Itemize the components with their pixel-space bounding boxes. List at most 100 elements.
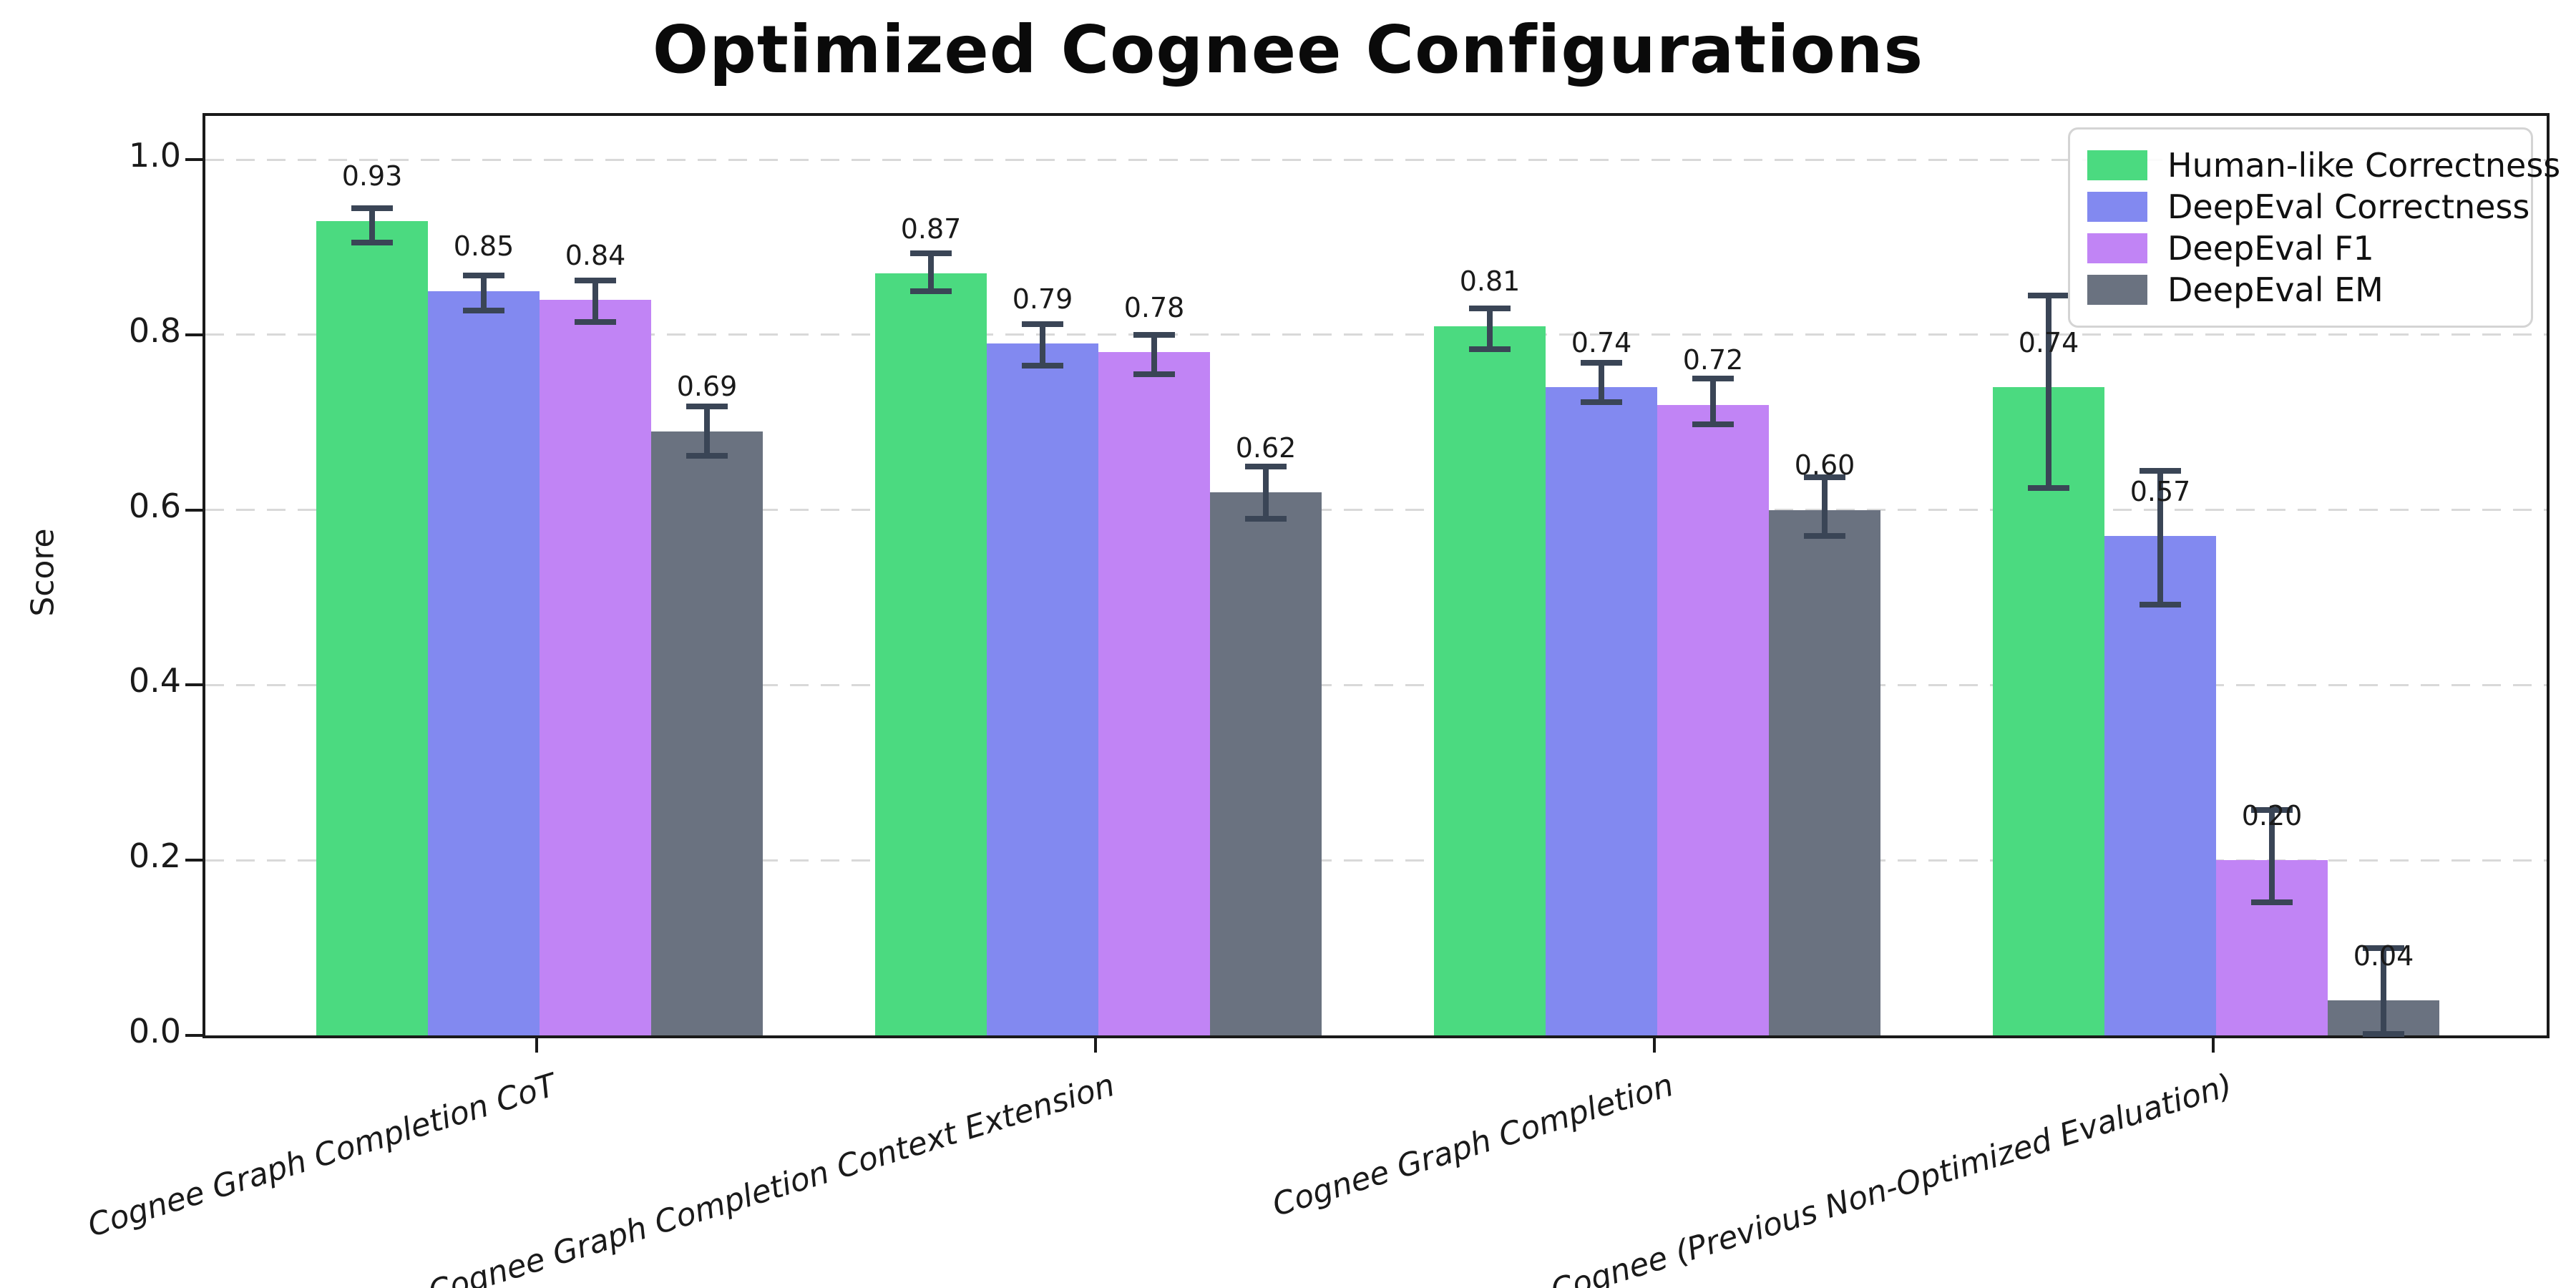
legend-label: DeepEval F1 (2167, 229, 2374, 268)
y-tick-mark-0.4 (185, 683, 203, 687)
y-tick-label-0.6: 0.6 (128, 486, 181, 525)
error-bar-line (2269, 810, 2275, 902)
bar-human-like-correctness-group-2 (875, 273, 987, 1035)
error-bar-cap-top (1692, 376, 1734, 382)
legend-label: Human-like Correctness (2167, 146, 2561, 185)
error-bar-line (369, 208, 375, 243)
legend-swatch (2087, 233, 2147, 263)
error-bar-cap-top (910, 250, 952, 257)
error-bar-cap-top (351, 205, 393, 211)
error-bar-cap-bottom (1022, 362, 1063, 369)
bar-value-label: 0.74 (2018, 327, 2079, 358)
bar-deepeval-f1-group-3 (1657, 404, 1769, 1035)
bar-value-label: 0.60 (1794, 449, 1855, 482)
y-tick-label-0.0: 0.0 (128, 1012, 181, 1050)
error-bar-cap-bottom (2028, 485, 2069, 492)
bar-layer (205, 116, 2547, 1035)
legend-item-deepeval-f1: DeepEval F1 (2087, 229, 2514, 268)
gridline-1.0 (205, 158, 2547, 161)
x-tick-label-1: Cognee Graph Completion CoT (83, 1067, 560, 1244)
error-bar-cap-bottom (575, 318, 616, 325)
bar-deepeval-correctness-group-4 (2104, 536, 2216, 1035)
bar-value-label: 0.74 (1571, 327, 1632, 358)
bar-deepeval-correctness-group-2 (987, 343, 1098, 1035)
error-bar-cap-bottom (463, 307, 504, 313)
bar-value-label: 0.69 (676, 371, 738, 403)
error-bar-line (592, 280, 598, 322)
legend-item-deepeval-correctness: DeepEval Correctness (2087, 187, 2529, 226)
legend-swatch (2087, 150, 2147, 180)
legend-item-human-like-correctness: Human-like Correctness (2087, 146, 2560, 185)
legend-item-deepeval-em: DeepEval EM (2087, 270, 2514, 309)
gridline-0.8 (205, 333, 2547, 336)
y-tick-mark-1.0 (185, 158, 203, 162)
bar-value-label: 0.04 (2353, 940, 2414, 972)
error-bar-cap-top (1804, 474, 1845, 481)
error-bar-line (2157, 470, 2163, 605)
error-bar-cap-top (2251, 807, 2293, 814)
error-bar-cap-bottom (1804, 533, 1845, 540)
error-bar-line (1151, 334, 1157, 375)
error-bar-cap-bottom (351, 240, 393, 246)
error-bar-cap-top (463, 272, 504, 278)
legend-label: DeepEval Correctness (2167, 187, 2530, 226)
y-tick-label-1.0: 1.0 (128, 136, 181, 175)
error-bar-line (1263, 466, 1269, 519)
error-bar-cap-bottom (2363, 1030, 2404, 1037)
legend-swatch (2087, 275, 2147, 305)
error-bar-cap-top (2140, 467, 2181, 474)
x-tick-mark-1 (535, 1035, 538, 1053)
value-label-layer: 0.93 0.85 0.84 0.69 0.87 0.79 0.78 0.62 0.81 0.74… (205, 116, 2547, 1035)
y-tick-mark-0.6 (185, 508, 203, 512)
legend: Human-like Correctness DeepEval Correctne… (2068, 127, 2560, 328)
error-bar-cap-bottom (1133, 371, 1175, 378)
gridline-0.6 (205, 509, 2547, 512)
error-bar-line (928, 253, 934, 291)
error-bar-cap-bottom (1581, 399, 1622, 406)
chart-title: Optimized Cognee Configurations (652, 11, 1924, 88)
error-bar-line (1040, 324, 1045, 366)
x-tick-mark-2 (1094, 1035, 1097, 1053)
bar-deepeval-em-group-3 (1769, 509, 1880, 1035)
y-tick-label-0.8: 0.8 (128, 311, 181, 350)
error-bar-cap-top (1581, 360, 1622, 366)
bar-value-label: 0.87 (900, 213, 962, 245)
bar-human-like-correctness-group-3 (1434, 326, 1546, 1035)
bar-value-label: 0.81 (1459, 265, 1521, 298)
bar-deepeval-correctness-group-3 (1546, 387, 1657, 1035)
error-bar-cap-bottom (910, 288, 952, 294)
x-tick-mark-3 (1653, 1035, 1656, 1053)
legend-swatch (2087, 192, 2147, 222)
y-tick-label-0.2: 0.2 (128, 836, 181, 876)
error-bar-cap-top (686, 404, 728, 410)
error-bar-cap-bottom (1469, 346, 1511, 352)
error-bar-cap-top (1022, 321, 1063, 328)
error-bar-cap-top (1245, 463, 1287, 469)
bar-value-label: 0.57 (2129, 476, 2191, 508)
bar-value-label: 0.78 (1123, 292, 1185, 324)
error-bar-cap-top (1133, 331, 1175, 338)
gridline-layer (205, 116, 2547, 1035)
y-tick-mark-0.8 (185, 333, 203, 336)
bar-value-label: 0.20 (2241, 799, 2303, 831)
error-bar-line (481, 275, 487, 311)
bar-human-like-correctness-group-1 (316, 220, 428, 1035)
bar-value-label: 0.79 (1012, 283, 1073, 315)
error-bar-cap-top (1469, 306, 1511, 312)
bar-deepeval-f1-group-1 (540, 300, 651, 1035)
error-bar-layer (205, 116, 2547, 1037)
bar-deepeval-f1-group-2 (1098, 352, 1210, 1035)
error-bar-line (2381, 947, 2386, 1034)
y-tick-mark-0.2 (185, 859, 203, 862)
error-bar-line (1710, 379, 1716, 424)
gridline-0.4 (205, 683, 2547, 686)
error-bar-line (704, 406, 710, 456)
bar-value-label: 0.93 (341, 160, 403, 192)
gridline-0.2 (205, 859, 2547, 862)
bar-value-label: 0.84 (565, 239, 626, 271)
bar-deepeval-em-group-2 (1210, 492, 1322, 1035)
error-bar-cap-bottom (686, 452, 728, 459)
bar-value-label: 0.62 (1235, 431, 1297, 464)
